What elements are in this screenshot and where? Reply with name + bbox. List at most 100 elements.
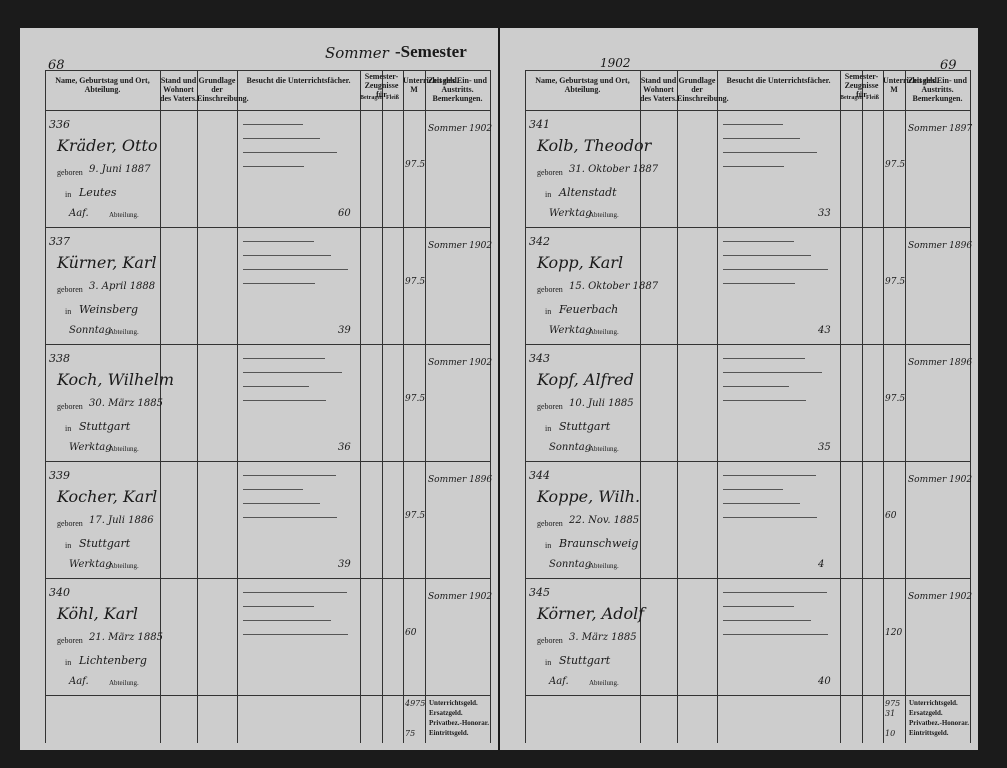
row-line — [45, 578, 490, 579]
handwriting-stroke — [723, 400, 806, 401]
birth-date: 21. März 1885 — [89, 632, 163, 643]
row-line — [45, 461, 490, 462]
entry-time: Sommer 1902 — [908, 592, 973, 602]
footer-label: Ersatzgeld. — [429, 709, 463, 717]
total: 75 — [405, 729, 416, 738]
column-header: Semester-Zeugnisse für — [364, 72, 399, 99]
column-line — [883, 70, 884, 743]
handwriting-stroke — [723, 166, 784, 167]
row-line — [525, 578, 970, 579]
born-label: geboren — [537, 402, 563, 411]
department-label: Abteilung. — [589, 328, 619, 336]
column-subheader: Betragen — [840, 95, 864, 101]
handwriting-stroke — [243, 620, 331, 621]
birth-date: 15. Oktober 1887 — [569, 281, 659, 292]
birth-place: Leutes — [79, 186, 117, 199]
handwriting-stroke — [723, 358, 805, 359]
student-name: Kopf, Alfred — [537, 370, 634, 389]
student-name: Kocher, Karl — [57, 487, 158, 506]
lesson-count: 39 — [338, 325, 351, 336]
lesson-count: 60 — [338, 208, 351, 219]
handwriting-stroke — [243, 152, 337, 153]
entry-time: Sommer 1897 — [908, 124, 973, 134]
birth-place: Feuerbach — [559, 303, 619, 316]
student-name: Kopp, Karl — [537, 253, 624, 272]
handwriting-stroke — [723, 503, 800, 504]
birth-place: Braunschweig — [559, 537, 639, 550]
department: Werktag — [549, 325, 592, 336]
column-line — [197, 70, 198, 743]
born-label: geboren — [57, 285, 83, 294]
fee: 60 — [405, 628, 417, 638]
entry-number: 338 — [49, 352, 70, 365]
birth-date: 3. April 1888 — [89, 281, 156, 292]
footer-label: Eintrittsgeld. — [909, 729, 949, 737]
row-line — [525, 344, 970, 345]
column-line — [360, 70, 361, 743]
handwriting-stroke — [723, 241, 794, 242]
handwriting-stroke — [723, 255, 811, 256]
department-label: Abteilung. — [109, 679, 139, 687]
row-line — [525, 461, 970, 462]
fee: 97.5 — [405, 277, 426, 287]
total: 31 — [885, 709, 896, 718]
student-name: Kolb, Theodor — [537, 136, 652, 155]
department: Sonntag — [69, 325, 112, 336]
born-label: geboren — [537, 285, 563, 294]
in-label: in — [545, 307, 552, 316]
footer-label: Privatbez.-Honorar. — [909, 719, 970, 727]
birth-place: Altenstadt — [559, 186, 617, 199]
column-line — [905, 70, 906, 743]
birth-date: 31. Oktober 1887 — [569, 164, 659, 175]
handwriting-stroke — [723, 372, 822, 373]
handwriting-stroke — [243, 489, 303, 490]
handwriting-stroke — [243, 358, 325, 359]
handwriting-stroke — [723, 620, 811, 621]
entry-time: Sommer 1896 — [908, 241, 973, 251]
handwriting-stroke — [723, 283, 795, 284]
fee: 60 — [885, 511, 897, 521]
column-header: Unterrichtsgeld. M — [883, 76, 939, 94]
row-line — [525, 70, 970, 71]
handwriting-stroke — [243, 503, 320, 504]
in-label: in — [545, 424, 552, 433]
handwriting-stroke — [723, 269, 828, 270]
handwriting-stroke — [243, 517, 337, 518]
birth-date: 30. März 1885 — [89, 398, 163, 409]
column-line — [237, 70, 238, 743]
footer-label: Privatbez.-Honorar. — [429, 719, 490, 727]
in-label: in — [65, 424, 72, 433]
handwriting-stroke — [243, 475, 336, 476]
in-label: in — [65, 307, 72, 316]
department-label: Abteilung. — [109, 562, 139, 570]
column-header: Zeit des Ein- und Austritts. Bemerkungen… — [908, 76, 967, 103]
handwriting-stroke — [243, 124, 303, 125]
handwriting-stroke — [243, 400, 326, 401]
department-label: Abteilung. — [109, 328, 139, 336]
entry-time: Sommer 1902 — [428, 592, 493, 602]
footer-label: Eintrittsgeld. — [429, 729, 469, 737]
handwriting-stroke — [243, 386, 309, 387]
footer-label: Ersatzgeld. — [909, 709, 943, 717]
entry-time: Sommer 1902 — [428, 358, 493, 368]
footer-label: Unterrichtsgeld. — [429, 699, 478, 707]
department-label: Abteilung. — [589, 211, 619, 219]
student-name: Koppe, Wilh. — [537, 487, 641, 506]
entry-number: 337 — [49, 235, 70, 248]
lesson-count: 35 — [818, 442, 831, 453]
handwriting-stroke — [723, 152, 817, 153]
handwriting-stroke — [243, 241, 314, 242]
in-label: in — [65, 541, 72, 550]
season: Sommer — [325, 44, 389, 62]
lesson-count: 43 — [818, 325, 831, 336]
birth-date: 3. März 1885 — [569, 632, 637, 643]
fee: 97.5 — [405, 511, 426, 521]
student-name: Kürner, Karl — [57, 253, 157, 272]
in-label: in — [545, 541, 552, 550]
row-line — [525, 227, 970, 228]
birth-place: Weinsberg — [79, 303, 139, 316]
birth-place: Stuttgart — [559, 420, 611, 433]
department-label: Abteilung. — [109, 445, 139, 453]
lesson-count: 40 — [818, 676, 831, 687]
